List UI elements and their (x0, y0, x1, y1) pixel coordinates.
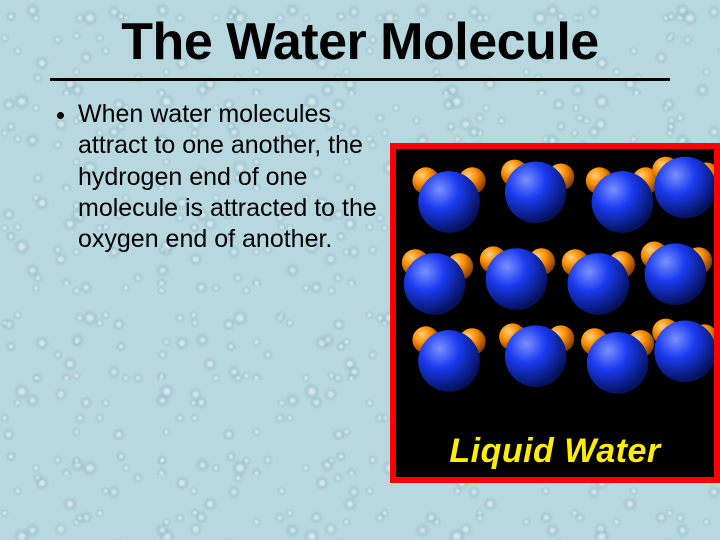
oxygen-atom (587, 332, 649, 394)
oxygen-atom (505, 162, 567, 224)
oxygen-atom (418, 171, 480, 233)
slide-content: The Water Molecule When water molecules … (0, 0, 720, 540)
bullet-item: When water molecules attract to one anot… (78, 99, 380, 255)
oxygen-atom (645, 243, 707, 305)
slide-title: The Water Molecule (50, 12, 670, 72)
body-row: When water molecules attract to one anot… (50, 99, 670, 483)
bullet-list: When water molecules attract to one anot… (56, 99, 380, 255)
molecule-canvas (396, 149, 714, 477)
oxygen-atom (404, 253, 466, 315)
oxygen-atom (568, 253, 630, 315)
liquid-water-figure: Liquid Water (390, 143, 720, 483)
oxygen-atom (592, 171, 654, 233)
oxygen-atom (654, 157, 714, 219)
oxygen-atom (486, 248, 548, 310)
figure-caption: Liquid Water (396, 432, 714, 471)
figure-column: Liquid Water (390, 143, 720, 483)
title-rule (50, 78, 670, 81)
bullet-column: When water molecules attract to one anot… (50, 99, 390, 255)
oxygen-atom (654, 321, 714, 383)
oxygen-atom (418, 330, 480, 392)
oxygen-atom (505, 325, 567, 387)
